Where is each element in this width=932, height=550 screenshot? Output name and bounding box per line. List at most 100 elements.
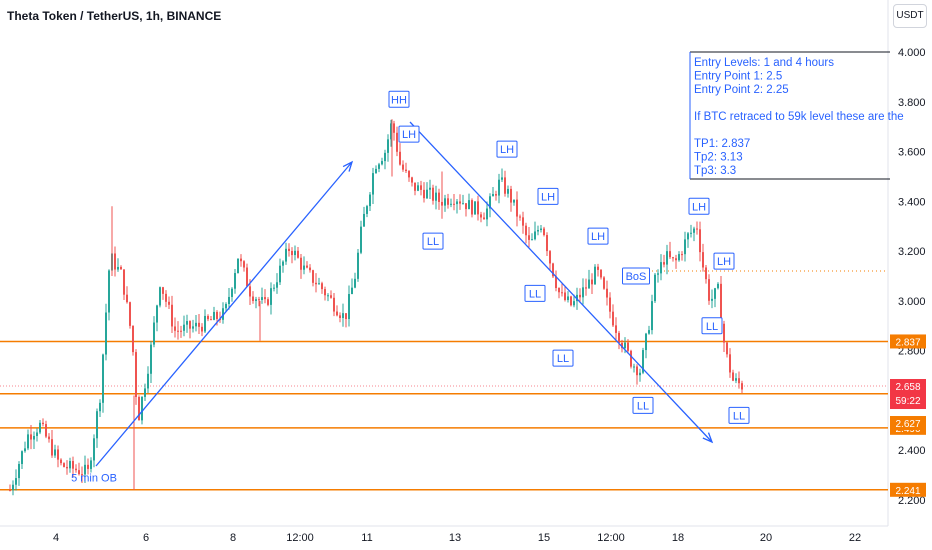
note-line: Entry Levels: 1 and 4 hours <box>694 57 834 69</box>
candle-body <box>198 322 200 327</box>
candle-body <box>717 283 719 289</box>
uptrend-arrow-head <box>342 160 354 172</box>
candle-body <box>93 438 95 461</box>
candle-body <box>249 286 251 297</box>
candle-body <box>702 252 704 268</box>
candle-body <box>24 448 26 452</box>
candle-body <box>408 171 410 178</box>
note-line: Tp2: 3.13 <box>694 152 743 164</box>
candle-body <box>402 164 404 170</box>
annotation-box <box>728 406 750 424</box>
current-price-badge-bg <box>890 379 926 410</box>
candle-body <box>270 288 272 305</box>
candle-body <box>510 188 512 203</box>
note-background <box>691 53 887 178</box>
note-line: If BTC retraced to 59k level these are t… <box>694 111 904 123</box>
annotation-label: LH <box>496 140 518 158</box>
candle-body <box>336 311 338 316</box>
annotation-text: LH <box>717 256 731 268</box>
candle-body <box>570 296 572 306</box>
annotation-box <box>688 197 710 215</box>
candle-body <box>576 294 578 302</box>
candle-body <box>234 273 236 289</box>
candle-body <box>519 216 521 218</box>
candle-body <box>69 461 71 469</box>
chart-title: Theta Token / TetherUS, 1h, BINANCE <box>7 9 222 23</box>
annotation-box <box>524 284 546 302</box>
candle-body <box>690 232 692 234</box>
candle-body <box>438 192 440 202</box>
candle-body <box>714 288 716 299</box>
candle-body <box>360 226 362 253</box>
candle-body <box>501 177 503 180</box>
annotation-text: HH <box>391 94 407 106</box>
candle-body <box>264 297 266 300</box>
candle-body <box>195 322 197 327</box>
candle-body <box>399 151 401 165</box>
candle-body <box>342 313 344 318</box>
downtrend-arrow <box>409 121 713 443</box>
current-price-badge: 2.658 <box>895 382 920 393</box>
candle-body <box>654 274 656 302</box>
candle-body <box>189 321 191 329</box>
candle-body <box>450 203 452 205</box>
candle-body <box>135 352 137 398</box>
annotation-label: LH <box>587 227 609 245</box>
candle-body <box>366 206 368 214</box>
price-marker-badge: 2.627 <box>895 419 920 430</box>
candle-body <box>126 294 128 303</box>
y-tick-label: 3.000 <box>898 296 926 308</box>
candle-body <box>642 350 644 373</box>
candle-body <box>606 288 608 298</box>
candle-body <box>246 267 248 287</box>
currency-button[interactable]: USDT <box>893 4 927 28</box>
candle-body <box>114 253 116 270</box>
candle-body <box>162 287 164 294</box>
x-tick-label: 20 <box>760 532 772 544</box>
candle-body <box>546 235 548 252</box>
candle-body <box>723 323 725 343</box>
candle-body <box>63 463 65 467</box>
candle-body <box>384 152 386 162</box>
candle-body <box>651 301 653 331</box>
candle-body <box>153 322 155 345</box>
candle-body <box>261 297 263 301</box>
candle-body <box>516 199 518 217</box>
candle-body <box>144 388 146 397</box>
candle-body <box>549 251 551 264</box>
candle-body <box>573 301 575 306</box>
candle-body <box>435 192 437 201</box>
candle-body <box>279 265 281 283</box>
candle-body <box>186 321 188 325</box>
candle-body <box>33 435 35 440</box>
annotation-box <box>701 317 723 335</box>
candle-body <box>381 161 383 165</box>
candle-body <box>726 342 728 355</box>
candle-body <box>15 478 17 485</box>
candle-body <box>180 330 182 332</box>
candle-body <box>489 196 491 209</box>
candle-body <box>552 263 554 277</box>
candle-body <box>192 326 194 329</box>
candle-body <box>378 164 380 169</box>
candle-body <box>39 422 41 433</box>
candle-body <box>633 366 635 368</box>
candle-body <box>429 187 431 190</box>
candle-body <box>306 265 308 268</box>
note-line: Entry Point 1: 2.5 <box>694 71 782 83</box>
annotation-text: LL <box>733 410 745 422</box>
candle-body <box>732 372 734 381</box>
candle-body <box>684 239 686 255</box>
candle-body <box>351 287 353 294</box>
candle-body <box>45 424 47 437</box>
candle-body <box>423 189 425 199</box>
annotation-label: LL <box>701 317 723 335</box>
candle-body <box>720 283 722 324</box>
candle-body <box>36 432 38 436</box>
candle-body <box>42 422 44 425</box>
y-tick-label: 3.200 <box>898 246 926 258</box>
annotation-text: BoS <box>626 271 647 283</box>
candle-body <box>177 330 179 332</box>
candle-body <box>648 330 650 334</box>
